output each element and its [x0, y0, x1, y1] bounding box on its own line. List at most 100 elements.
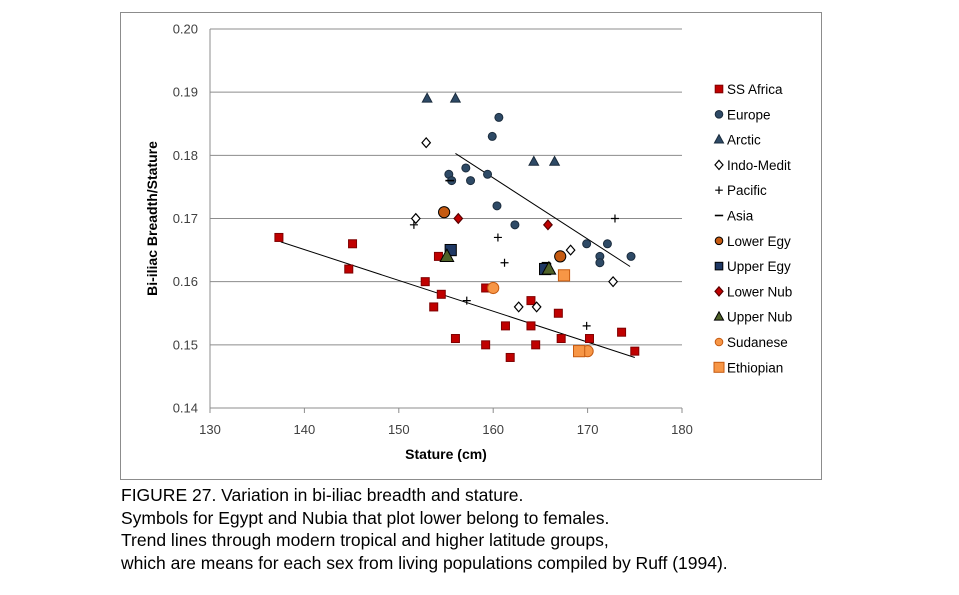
- legend-label-sudanese: Sudanese: [727, 335, 788, 350]
- point-lower-egy: [438, 206, 451, 219]
- point-pacific: [462, 296, 471, 305]
- point-indo-medit: [421, 136, 432, 149]
- point-ss-africa: [630, 346, 640, 356]
- point-ss-africa: [617, 327, 627, 337]
- point-ss-africa: [481, 340, 491, 350]
- legend-label-upper-egy: Upper Egy: [727, 259, 791, 274]
- legend-label-arctic: Arctic: [727, 133, 761, 148]
- point-arctic: [449, 92, 462, 103]
- legend-marker-ss-africa: [714, 84, 724, 94]
- point-ss-africa: [450, 334, 460, 344]
- legend-label-asia: Asia: [727, 209, 754, 224]
- point-europe: [510, 220, 520, 230]
- point-europe: [626, 251, 636, 261]
- caption-line-4: which are means for each sex from living…: [121, 552, 728, 573]
- legend-marker-sudanese: [714, 337, 724, 347]
- point-upper-nub: [439, 248, 455, 262]
- point-ss-africa: [505, 352, 515, 362]
- point-indo-medit: [565, 244, 576, 256]
- point-arctic: [528, 155, 540, 166]
- point-indo-medit: [410, 212, 421, 225]
- point-ss-africa: [500, 321, 510, 331]
- y-axis-title: Bi-iliac Breadth/Stature: [144, 141, 160, 296]
- point-europe: [483, 169, 493, 179]
- chart-frame: 0.14 0.15 0.16 0.17 0.18 0.19 0.20 130 140 150 160…: [120, 12, 822, 480]
- point-ss-africa: [429, 302, 439, 312]
- legend-marker-ethiopian: [713, 361, 725, 373]
- y-tick-label: 0.16: [173, 274, 198, 289]
- legend-marker-upper-egy: [714, 261, 724, 271]
- y-tick-label: 0.15: [173, 337, 198, 352]
- point-arctic: [548, 155, 561, 166]
- point-pacific: [409, 220, 418, 229]
- point-europe: [461, 163, 471, 173]
- y-tick-label: 0.19: [173, 85, 198, 100]
- point-pacific: [610, 214, 619, 223]
- point-ss-africa: [344, 264, 354, 274]
- x-tick-label: 160: [482, 422, 504, 437]
- point-ss-africa: [526, 321, 536, 331]
- point-europe: [494, 112, 504, 122]
- y-tick-label: 0.18: [173, 148, 198, 163]
- legend-label-indo-medit: Indo-Medit: [727, 158, 791, 173]
- x-tick-label: 170: [577, 422, 599, 437]
- y-tick-label: 0.17: [173, 211, 198, 226]
- legend-label-pacific: Pacific: [727, 183, 767, 198]
- legend-marker-lower-egy: [714, 236, 724, 246]
- point-europe: [602, 239, 612, 249]
- point-ss-africa: [420, 277, 430, 287]
- point-europe: [582, 239, 592, 249]
- x-tick-label: 140: [294, 422, 316, 437]
- point-ss-africa: [348, 239, 358, 249]
- point-ss-africa: [436, 289, 446, 299]
- point-ethiopian: [573, 345, 586, 358]
- point-indo-medit: [531, 301, 542, 313]
- point-ss-africa: [531, 340, 541, 350]
- point-lower-nub: [453, 212, 464, 225]
- legend-marker-arctic: [713, 133, 725, 144]
- point-europe: [595, 258, 605, 268]
- caption-line-1: FIGURE 27. Variation in bi-iliac breadth…: [121, 485, 524, 505]
- legend-marker-indo-medit: [714, 159, 724, 171]
- legend-marker-europe: [714, 110, 724, 119]
- caption-line-3: Trend lines through modern tropical and …: [121, 530, 609, 550]
- x-tick-label: 180: [671, 422, 693, 437]
- y-tick-label: 0.14: [173, 401, 198, 416]
- point-europe: [492, 201, 502, 211]
- x-tick-label: 150: [388, 422, 410, 437]
- y-tick-label: 0.20: [173, 22, 198, 37]
- point-pacific: [582, 321, 591, 330]
- point-ss-africa: [584, 334, 594, 344]
- legend-label-upper-nub: Upper Nub: [727, 310, 792, 325]
- point-lower-egy: [554, 250, 567, 263]
- point-ss-africa: [274, 232, 284, 242]
- caption-line-2: Symbols for Egypt and Nubia that plot lo…: [121, 507, 610, 528]
- legend-label-ethiopian: Ethiopian: [727, 360, 783, 375]
- legend-label-lower-egy: Lower Egy: [727, 234, 791, 249]
- figure-caption: FIGURE 27. Variation in bi-iliac breadth…: [121, 484, 951, 574]
- point-ss-africa: [526, 296, 536, 306]
- point-indo-medit: [513, 301, 524, 313]
- point-pacific: [493, 233, 502, 242]
- legend-marker-lower-nub: [714, 285, 724, 297]
- point-ss-africa: [556, 334, 566, 344]
- trend-line: [455, 153, 631, 267]
- point-arctic: [421, 92, 433, 103]
- trend-line: [280, 241, 635, 358]
- point-ethiopian: [557, 269, 571, 282]
- legend-marker-pacific: [715, 186, 723, 194]
- legend-label-europe: Europe: [727, 107, 771, 122]
- legend-label-lower-nub: Lower Nub: [727, 284, 792, 299]
- point-sudanese: [487, 281, 500, 295]
- legend-label-ss-africa: SS Africa: [727, 82, 783, 97]
- point-europe: [487, 131, 497, 141]
- point-lower-nub: [542, 219, 553, 231]
- x-tick-label: 130: [199, 422, 221, 437]
- point-pacific: [500, 258, 509, 267]
- legend-marker-upper-nub: [713, 310, 725, 321]
- scatter-plot: 0.14 0.15 0.16 0.17 0.18 0.19 0.20 130 140 150 160…: [144, 22, 792, 463]
- point-europe: [466, 176, 476, 186]
- x-axis-title: Stature (cm): [405, 446, 487, 462]
- point-ss-africa: [553, 308, 563, 318]
- point-indo-medit: [608, 275, 619, 288]
